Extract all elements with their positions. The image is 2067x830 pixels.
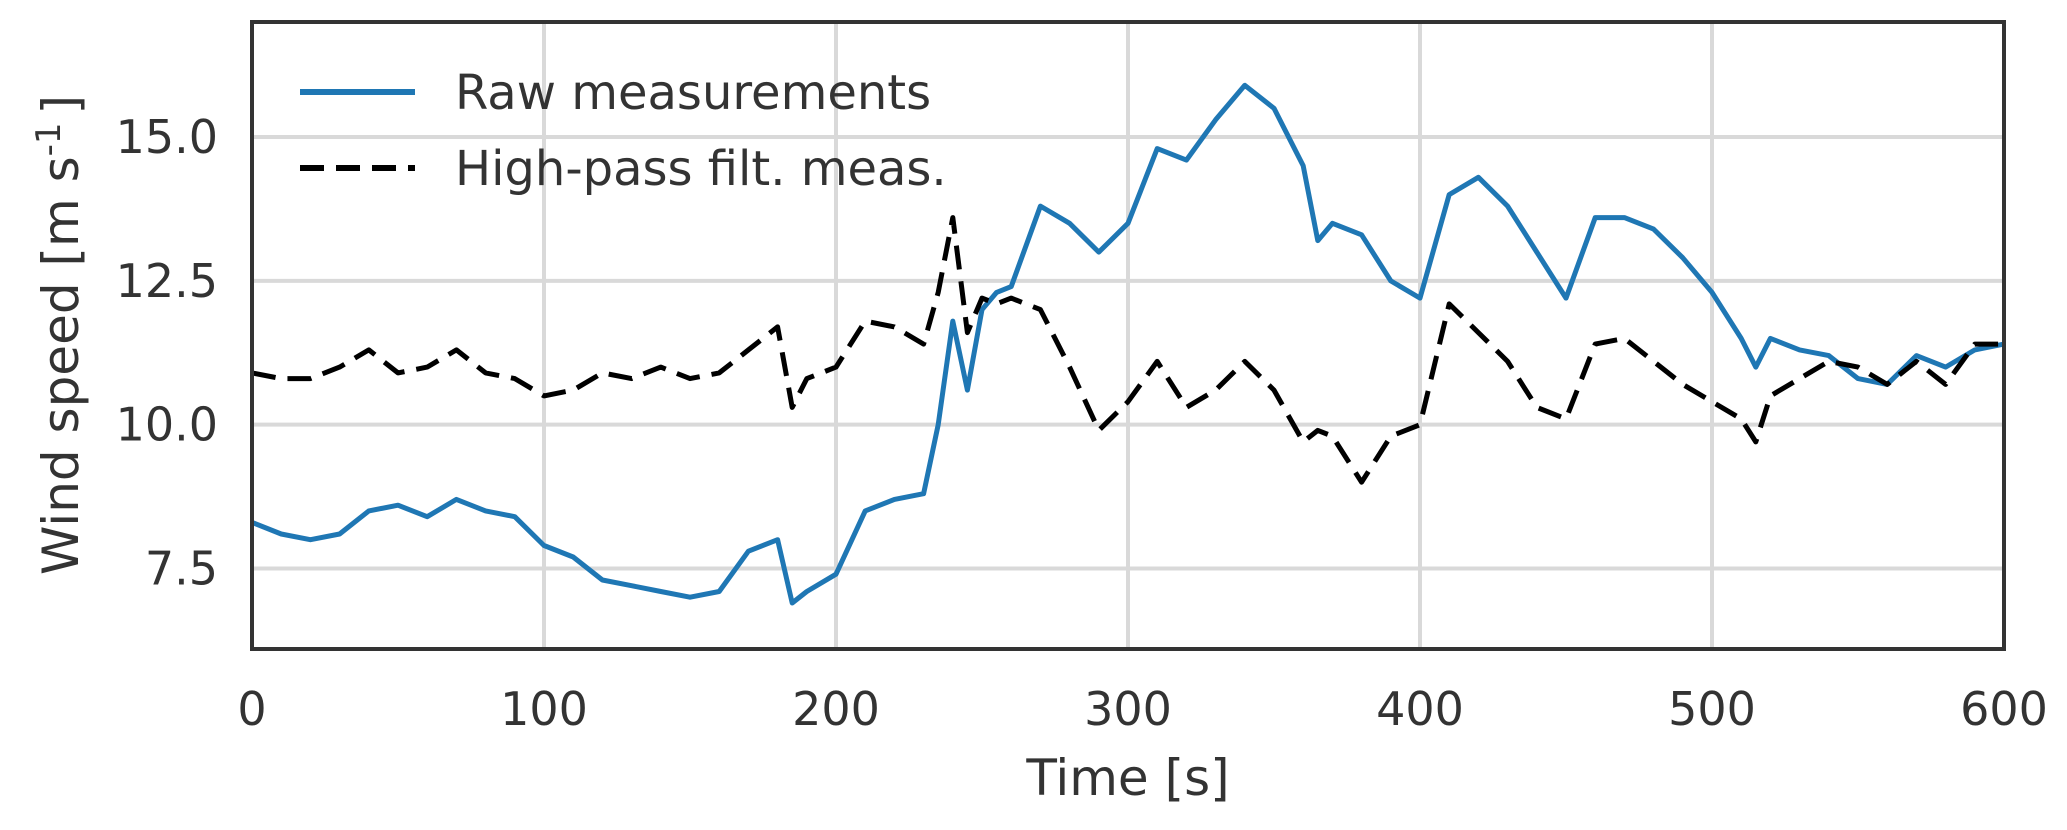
x-tick-label: 300 (1084, 682, 1172, 736)
y-tick-label: 15.0 (116, 110, 218, 164)
y-axis-label-superscript: -1 (29, 122, 69, 156)
y-axis-label-main: Wind speed [m s (32, 156, 90, 575)
x-tick-label: 500 (1668, 682, 1756, 736)
x-axis-label: Time [s] (1025, 749, 1229, 807)
y-tick-label: 12.5 (116, 254, 218, 308)
plot-frame (250, 20, 2006, 651)
series-lines (251, 82, 2005, 606)
x-tick-label: 600 (1960, 682, 2048, 736)
y-tick-label: 7.5 (145, 541, 218, 595)
legend-label-raw: Raw measurements (455, 65, 931, 121)
series-line-raw (251, 82, 2005, 606)
x-tick-labels: 0 100 200 300 400 500 600 (237, 682, 2048, 736)
y-tick-label: 10.0 (116, 398, 218, 452)
legend-label-filtered: High-pass filt. meas. (455, 141, 947, 197)
legend: Raw measurements High-pass filt. meas. (300, 65, 947, 197)
y-axis-label-closing: ] (32, 95, 90, 115)
y-tick-labels: 7.5 10.0 12.5 15.0 (116, 110, 218, 595)
x-tick-label: 200 (792, 682, 880, 736)
y-axis-label: Wind speed [m s-1] (29, 95, 90, 575)
x-tick-label: 0 (237, 682, 266, 736)
x-tick-label: 400 (1376, 682, 1464, 736)
grid-lines (250, 22, 2006, 649)
x-tick-label: 100 (500, 682, 588, 736)
